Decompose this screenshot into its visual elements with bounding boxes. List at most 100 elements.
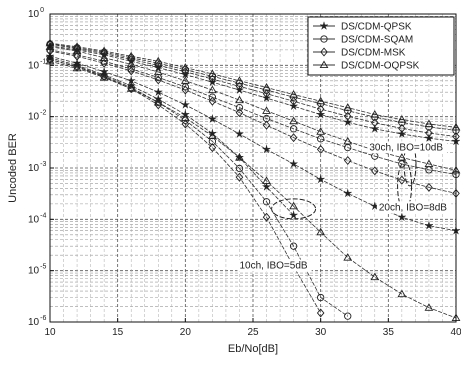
annotation-ellipse xyxy=(271,198,317,220)
data-point xyxy=(208,93,217,101)
data-point xyxy=(208,143,217,153)
data-point xyxy=(371,118,379,128)
data-point xyxy=(72,42,82,50)
data-point xyxy=(398,123,406,133)
data-point xyxy=(343,156,352,165)
y-tick-label: 10-5 xyxy=(28,264,46,277)
data-point xyxy=(316,308,325,318)
data-point xyxy=(343,117,353,127)
data-point xyxy=(261,181,272,191)
series-line xyxy=(49,46,457,171)
data-point xyxy=(126,75,136,85)
data-point xyxy=(397,212,407,222)
legend-entry: DS/CDM-QPSK xyxy=(341,22,412,33)
x-tick-label: 30 xyxy=(315,327,327,338)
data-point xyxy=(371,166,379,176)
annotation-label: 20ch, IBO=8dB xyxy=(379,202,447,213)
legend-entry: DS/CDM-MSK xyxy=(341,48,406,59)
data-point xyxy=(126,59,136,68)
y-tick-exponent: -4 xyxy=(40,212,46,219)
data-point xyxy=(398,175,406,185)
data-point xyxy=(262,176,271,184)
data-point xyxy=(235,164,244,173)
data-point xyxy=(424,303,434,311)
data-point xyxy=(343,136,353,145)
data-point xyxy=(99,72,109,81)
data-point xyxy=(425,128,433,138)
series-line xyxy=(49,60,457,319)
series-line xyxy=(49,57,294,216)
data-point xyxy=(180,113,190,121)
data-point xyxy=(235,95,244,104)
legend-marker xyxy=(319,21,329,31)
data-point xyxy=(424,119,434,128)
data-point xyxy=(316,144,325,154)
y-tick-exponent: -5 xyxy=(40,264,46,271)
data-point xyxy=(398,160,406,168)
annotation-label: 10ch, IBO=5dB xyxy=(239,261,307,272)
annotation-label: 30ch, IBO=10dB xyxy=(369,142,443,153)
data-point xyxy=(343,111,352,121)
legend-marker xyxy=(320,47,328,57)
data-point xyxy=(99,46,109,55)
data-point xyxy=(288,158,299,168)
x-axis-label: Eb/No[dB] xyxy=(228,343,278,355)
data-point xyxy=(73,51,81,59)
data-point xyxy=(235,76,244,84)
data-point xyxy=(208,96,217,106)
data-point xyxy=(154,75,163,85)
data-point xyxy=(208,85,217,94)
data-point xyxy=(343,103,353,111)
data-point xyxy=(234,152,245,162)
data-point xyxy=(100,58,108,68)
data-point xyxy=(180,63,190,71)
series-line xyxy=(49,42,457,128)
y-tick-label: 10-4 xyxy=(28,212,46,225)
data-point xyxy=(207,77,218,87)
data-point xyxy=(425,182,433,192)
data-point xyxy=(289,116,298,125)
series-line xyxy=(49,43,457,131)
data-point xyxy=(234,129,245,138)
data-point xyxy=(370,272,380,281)
data-point xyxy=(262,198,271,206)
data-point xyxy=(127,66,135,76)
data-point xyxy=(99,53,109,61)
data-point xyxy=(289,90,298,98)
x-tick-label: 25 xyxy=(247,327,259,338)
data-point xyxy=(262,120,271,130)
legend-entry: DS/CDM-OQPSK xyxy=(341,61,420,72)
series-line xyxy=(49,50,457,194)
data-point xyxy=(261,144,272,154)
x-tick-label: 10 xyxy=(44,327,56,338)
data-point xyxy=(289,96,298,106)
y-tick-label: 10-1 xyxy=(28,58,46,71)
data-point xyxy=(424,133,434,143)
data-point xyxy=(397,115,407,123)
series-line xyxy=(49,49,457,175)
data-point xyxy=(317,293,325,302)
data-point xyxy=(235,172,244,182)
data-point xyxy=(126,51,136,60)
data-point xyxy=(153,67,163,76)
data-point xyxy=(235,81,244,91)
data-point xyxy=(424,159,434,167)
data-point xyxy=(208,131,217,140)
data-point xyxy=(370,110,380,118)
grid-lines xyxy=(50,14,456,323)
data-point xyxy=(317,135,325,143)
series-line xyxy=(49,59,322,314)
data-point xyxy=(235,108,244,118)
annotation-label-bg xyxy=(376,201,452,214)
y-axis-label: Uncoded BER xyxy=(7,133,19,203)
annotations: 10ch, IBO=5dB 20ch, IBO=8dB 30ch, IBO=10dB xyxy=(237,141,452,272)
data-point xyxy=(180,76,190,84)
data-point xyxy=(73,51,81,61)
data-point xyxy=(262,89,271,99)
series-line xyxy=(49,59,348,317)
data-point xyxy=(207,114,218,124)
series-triangle xyxy=(45,38,461,321)
legend-marker xyxy=(320,35,328,43)
